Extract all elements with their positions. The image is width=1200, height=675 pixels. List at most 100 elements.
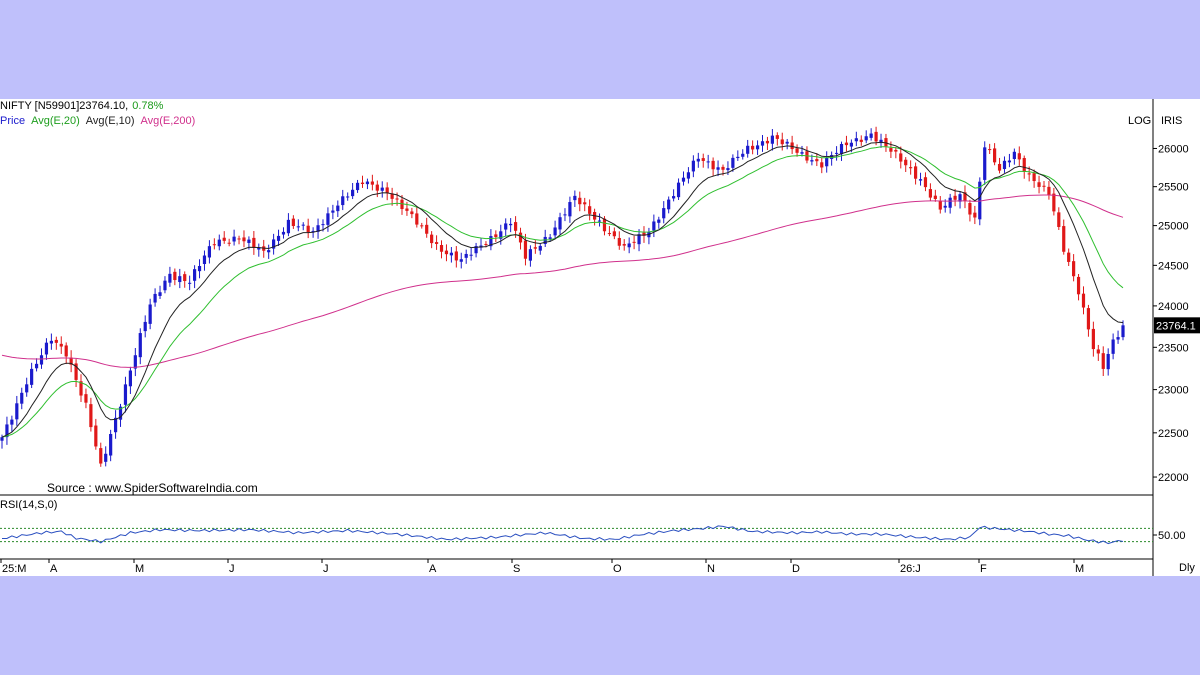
- candle-body: [770, 135, 774, 144]
- candle-body: [375, 184, 379, 191]
- candle-body: [696, 158, 700, 162]
- frequency-label[interactable]: Dly: [1179, 562, 1195, 574]
- candle-body: [1086, 308, 1091, 330]
- rsi-level-label: 50.00: [1158, 530, 1186, 542]
- ema20-line: [1, 146, 1124, 438]
- price-tick-label: 23000: [1158, 385, 1189, 397]
- last-price-label: 23764.1: [1156, 320, 1196, 332]
- candle-body: [316, 225, 320, 232]
- candle-body: [54, 339, 58, 343]
- candle-body: [1106, 353, 1110, 370]
- candle-body: [237, 238, 241, 240]
- candle-body: [301, 224, 305, 226]
- source-note: Source : www.SpiderSoftwareIndia.com: [47, 481, 258, 495]
- candle-body: [390, 193, 394, 199]
- candle-body: [267, 250, 271, 253]
- candle-body: [869, 133, 873, 138]
- candle-body: [1062, 226, 1066, 252]
- candle-body: [109, 433, 113, 456]
- candle-body: [726, 168, 730, 171]
- price-tick-label: 22000: [1158, 472, 1189, 484]
- candle-body: [849, 142, 853, 147]
- change-percent: 0.78%: [132, 100, 164, 112]
- candle-body: [760, 141, 765, 146]
- candle-body: [148, 304, 152, 324]
- candle-body: [306, 225, 310, 233]
- time-tick-label: O: [613, 563, 622, 575]
- price-tick-label: 25000: [1158, 221, 1189, 233]
- candle-body: [513, 222, 518, 231]
- candle-body: [1057, 212, 1061, 227]
- candle-body: [751, 145, 755, 150]
- candle-body: [69, 357, 73, 365]
- candle-body: [1047, 186, 1051, 195]
- candle-body: [1012, 151, 1016, 160]
- candle-body: [459, 259, 463, 262]
- candle-body: [385, 187, 389, 194]
- candle-body: [232, 236, 236, 242]
- candle-body: [968, 202, 972, 215]
- candle-body: [197, 266, 202, 272]
- candle-body: [523, 240, 528, 259]
- candle-body: [257, 247, 261, 250]
- candle-body: [296, 226, 300, 228]
- candle-body: [163, 280, 167, 291]
- time-tick-label: M: [1075, 563, 1084, 575]
- candle-body: [138, 333, 142, 358]
- candle-body: [10, 419, 14, 425]
- iris-button[interactable]: IRIS: [1161, 115, 1183, 127]
- candle-body: [158, 292, 162, 296]
- candle-body: [923, 177, 928, 188]
- candle-body: [351, 189, 355, 197]
- candle-body: [25, 384, 29, 393]
- candle-body: [918, 179, 923, 181]
- candle-body: [602, 218, 607, 232]
- candle-body: [879, 139, 883, 144]
- time-tick-label: J: [323, 563, 329, 575]
- candle-body: [430, 234, 434, 244]
- candle-body: [252, 237, 256, 248]
- candle-body: [380, 187, 384, 191]
- candle-body: [973, 212, 977, 218]
- candle-body: [1032, 173, 1036, 182]
- candle-body: [573, 195, 577, 201]
- candle-body: [543, 236, 547, 244]
- candle-body: [99, 448, 103, 464]
- candle-body: [686, 172, 691, 179]
- candle-body: [622, 244, 626, 246]
- candle-body: [178, 276, 182, 283]
- candle-body: [894, 149, 898, 152]
- candle-body: [691, 160, 695, 172]
- candle-body: [839, 143, 844, 155]
- price-tick-label: 24500: [1158, 260, 1189, 272]
- candle-body: [247, 239, 251, 243]
- candle-body: [242, 237, 246, 242]
- symbol-header: NIFTY [N59901]23764.10, 0.78%: [0, 100, 169, 112]
- candle-body: [420, 225, 424, 227]
- candle-body: [153, 293, 157, 303]
- candle-body: [410, 211, 414, 215]
- candle-body: [469, 254, 473, 256]
- candle-body: [489, 236, 493, 247]
- candle-body: [627, 243, 631, 248]
- candle-body: [1076, 276, 1081, 295]
- log-scale-button[interactable]: LOG: [1128, 115, 1152, 127]
- candle-body: [1121, 325, 1125, 338]
- candle-body: [583, 202, 587, 205]
- price-tick-label: 24000: [1158, 301, 1189, 313]
- chart-panel: 22000 22500 23000 23500 24000 24500 25000 25500…: [0, 99, 1200, 576]
- candle-body: [667, 199, 671, 210]
- candle-body: [1111, 339, 1115, 354]
- candle-body: [983, 147, 987, 180]
- candle-body: [741, 153, 745, 157]
- candle-body: [736, 156, 740, 159]
- candle-body: [617, 237, 621, 246]
- time-tick-label: D: [792, 563, 800, 575]
- candle-body: [854, 138, 858, 142]
- candle-body: [336, 205, 340, 212]
- candle-body: [34, 363, 39, 369]
- candle-body: [963, 192, 967, 202]
- candle-body: [183, 274, 187, 281]
- candle-body: [909, 167, 913, 169]
- candle-body: [711, 160, 715, 170]
